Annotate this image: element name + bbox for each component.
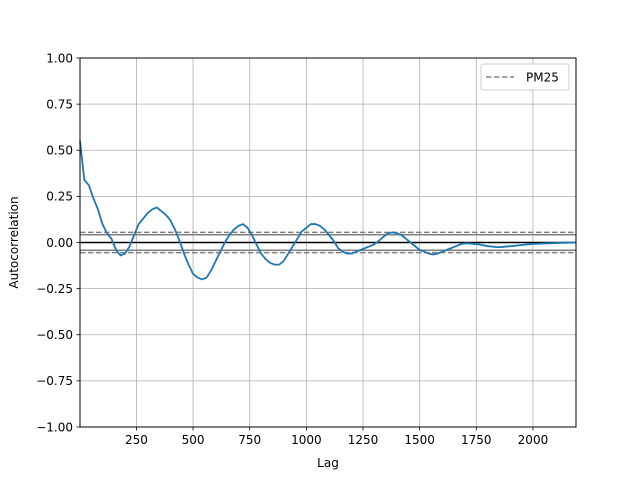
y-tick-label: −1.00 (36, 420, 73, 434)
y-tick-label: 1.00 (46, 51, 73, 65)
legend-label: PM25 (526, 71, 559, 85)
y-tick-label: 0.00 (46, 236, 73, 250)
reference-lines (80, 231, 576, 254)
x-tick-label: 1250 (348, 433, 379, 447)
legend-box (480, 63, 570, 91)
x-tick-label: 750 (238, 433, 261, 447)
x-tick-label: 2000 (518, 433, 549, 447)
x-tick-label: 500 (182, 433, 205, 447)
y-tick-label: 0.75 (46, 97, 73, 111)
y-tick-label: −0.75 (36, 374, 73, 388)
y-tick-label: 0.50 (46, 144, 73, 158)
y-tick-label: 0.25 (46, 190, 73, 204)
x-axis: 250 500 750 1000 1250 1500 1750 2000 (125, 427, 548, 447)
y-tick-label: −0.50 (36, 328, 73, 342)
x-axis-label: Lag (317, 456, 339, 470)
y-tick-label: −0.25 (36, 282, 73, 296)
x-tick-label: 1500 (404, 433, 435, 447)
legend: PM25 (480, 63, 570, 91)
y-axis: −1.00 −0.75 −0.50 −0.25 0.00 0.25 0.50 0.75 1.00 (36, 51, 80, 434)
x-tick-label: 1000 (291, 433, 322, 447)
x-tick-label: 1750 (461, 433, 492, 447)
x-tick-label: 250 (125, 433, 148, 447)
y-axis-label: Autocorrelation (7, 196, 21, 288)
autocorrelation-line (79, 140, 577, 281)
series-group (79, 140, 577, 281)
